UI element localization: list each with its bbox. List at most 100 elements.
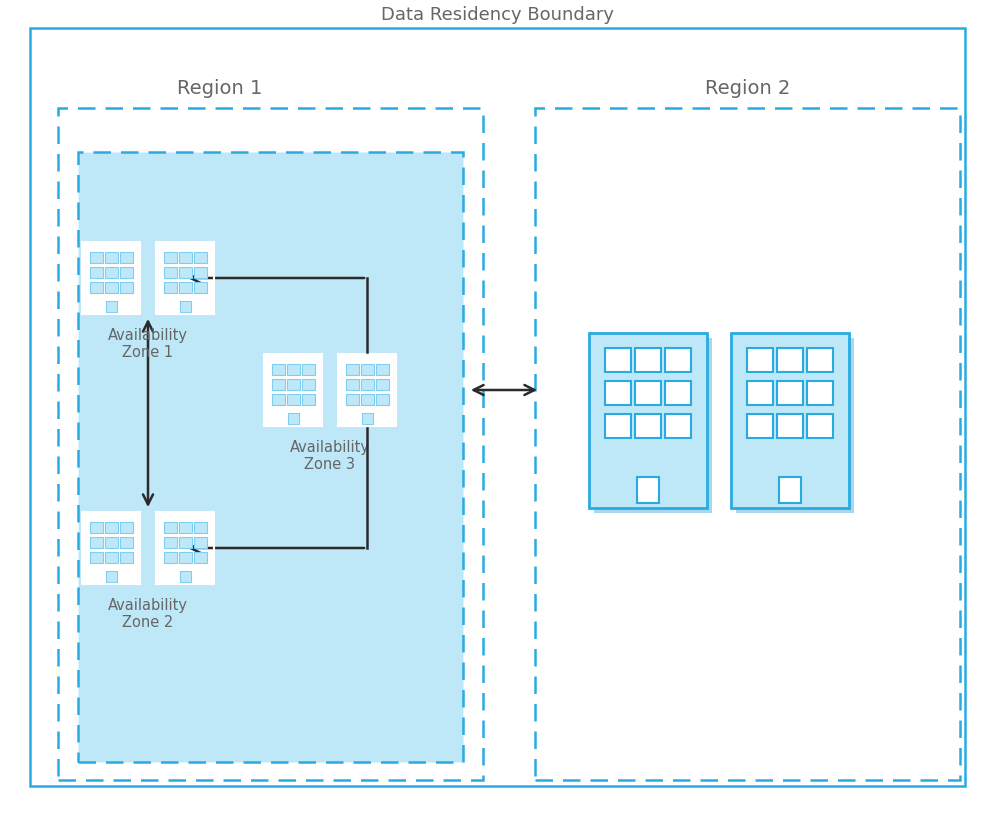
Text: Availability
Zone 3: Availability Zone 3 [289, 440, 370, 473]
Text: Availability
Zone 1: Availability Zone 1 [108, 328, 188, 360]
Bar [535, 108, 959, 780]
Bar [634, 413, 660, 438]
Bar [82, 512, 140, 584]
Bar [345, 364, 358, 375]
Bar [604, 413, 630, 438]
Bar [588, 333, 707, 508]
Bar [193, 267, 207, 278]
Bar [163, 522, 176, 533]
Bar [119, 282, 132, 293]
Bar [271, 379, 284, 390]
Bar [163, 537, 176, 548]
Bar [119, 267, 132, 278]
Bar [89, 552, 102, 563]
Bar [776, 347, 802, 372]
Bar [178, 522, 191, 533]
Bar [178, 552, 191, 563]
Bar [360, 394, 373, 405]
Bar [163, 552, 176, 563]
Bar [806, 381, 832, 404]
Bar [78, 152, 462, 762]
Bar [119, 252, 132, 263]
Bar [778, 477, 800, 503]
Bar [105, 301, 116, 312]
Bar [193, 282, 207, 293]
Bar [193, 522, 207, 533]
Bar [89, 252, 102, 263]
Bar [375, 394, 388, 405]
Bar [776, 381, 802, 404]
Bar [82, 512, 140, 584]
Bar [163, 252, 176, 263]
Bar [105, 571, 116, 582]
Bar [89, 522, 102, 533]
Bar [731, 333, 848, 508]
Bar [604, 347, 630, 372]
Bar [156, 242, 214, 314]
Bar [338, 354, 396, 426]
Bar [338, 354, 396, 426]
Bar [286, 364, 299, 375]
Bar [746, 381, 772, 404]
Bar [82, 242, 140, 314]
Bar [104, 552, 117, 563]
Bar [746, 413, 772, 438]
Bar [156, 512, 214, 584]
Bar [593, 337, 712, 513]
Bar [301, 364, 314, 375]
Bar [664, 347, 690, 372]
Bar [360, 364, 373, 375]
Bar [634, 381, 660, 404]
Bar [746, 347, 772, 372]
Bar [375, 379, 388, 390]
Bar [271, 364, 284, 375]
Bar [736, 337, 853, 513]
Bar [604, 381, 630, 404]
Text: Region 2: Region 2 [704, 79, 789, 98]
Bar [89, 267, 102, 278]
Bar [806, 413, 832, 438]
Bar [301, 379, 314, 390]
Bar [104, 282, 117, 293]
Bar [301, 394, 314, 405]
Bar [286, 394, 299, 405]
Bar [156, 512, 214, 584]
Bar [375, 364, 388, 375]
Bar [104, 522, 117, 533]
Bar [263, 354, 322, 426]
Bar [287, 413, 298, 424]
Bar [345, 379, 358, 390]
Bar [345, 394, 358, 405]
Bar [178, 267, 191, 278]
Bar [361, 413, 372, 424]
Bar [156, 242, 214, 314]
Bar [119, 552, 132, 563]
Bar [104, 267, 117, 278]
Bar [82, 242, 140, 314]
Bar [636, 477, 658, 503]
Bar [263, 354, 322, 426]
Bar [163, 282, 176, 293]
Bar [163, 267, 176, 278]
Bar [178, 537, 191, 548]
Bar [104, 252, 117, 263]
Bar [89, 282, 102, 293]
Bar [634, 347, 660, 372]
Text: Data Residency Boundary: Data Residency Boundary [381, 6, 613, 24]
Bar [178, 282, 191, 293]
Bar [178, 252, 191, 263]
Bar [104, 537, 117, 548]
Bar [179, 571, 190, 582]
Bar [360, 379, 373, 390]
Bar [89, 537, 102, 548]
Bar [193, 552, 207, 563]
Bar [193, 252, 207, 263]
Bar [179, 301, 190, 312]
Bar [119, 537, 132, 548]
Bar [776, 413, 802, 438]
Bar [193, 537, 207, 548]
Bar [119, 522, 132, 533]
Bar [664, 413, 690, 438]
Bar [286, 379, 299, 390]
Text: Availability
Zone 2: Availability Zone 2 [108, 598, 188, 630]
